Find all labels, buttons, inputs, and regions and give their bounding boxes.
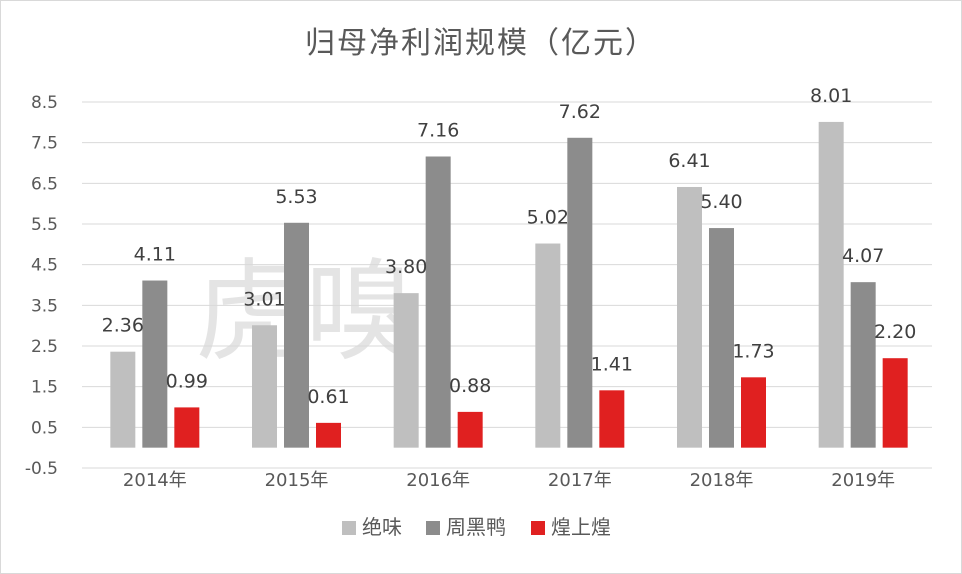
data-label: 7.16: [417, 119, 459, 141]
data-label: 6.41: [668, 150, 710, 172]
y-tick-label: 2.5: [31, 337, 58, 357]
data-label: 2.36: [102, 315, 144, 337]
legend-label: 周黑鸭: [446, 515, 506, 539]
legend: 绝味 周黑鸭 煌上煌: [342, 515, 611, 539]
y-tick-label: 1.5: [31, 378, 58, 398]
y-tick-label: 0.5: [31, 418, 58, 438]
data-label: 0.61: [307, 386, 349, 408]
data-label: 1.41: [591, 353, 633, 375]
data-label: 5.02: [527, 207, 569, 229]
data-label: 3.80: [385, 256, 427, 278]
y-tick-label: 5.5: [31, 215, 58, 235]
y-tick-label: 6.5: [31, 174, 58, 194]
legend-swatch: [426, 521, 440, 535]
data-label: 0.99: [166, 370, 208, 392]
bar: [882, 358, 908, 448]
bar: [174, 407, 200, 448]
x-tick-label: 2018年: [690, 470, 754, 491]
y-tick-label: -0.5: [25, 459, 58, 479]
bar: [599, 390, 625, 448]
y-tick-label: 7.5: [31, 134, 58, 154]
bar: [142, 280, 168, 448]
bar: [567, 137, 593, 448]
bar: [741, 377, 766, 448]
legend-swatch: [342, 521, 356, 535]
bar: [252, 325, 277, 448]
bar: [850, 282, 876, 448]
x-tick-label: 2019年: [831, 470, 895, 491]
bar: [316, 422, 341, 448]
chart-title: 归母净利润规模（亿元）: [305, 26, 657, 61]
data-label: 1.73: [732, 340, 774, 362]
bar: [709, 228, 734, 448]
data-label: 7.62: [559, 101, 601, 123]
bar: [535, 243, 561, 448]
y-tick-label: 8.5: [31, 93, 58, 113]
x-tick-label: 2015年: [265, 470, 329, 491]
legend-swatch: [531, 521, 545, 535]
data-label: 5.53: [275, 186, 317, 208]
bar: [818, 121, 844, 448]
data-label: 2.20: [874, 321, 916, 343]
data-label: 5.40: [700, 191, 742, 213]
bar: [110, 351, 136, 448]
data-labels: 2.36 4.11 0.99 3.01 5.53 0.61 3.80 7.16 0.88 5.02…: [102, 85, 917, 408]
y-axis: -0.5 0.5 1.5 2.5 3.5 4.5 5.5 6.5 7.5 8.5: [25, 93, 58, 479]
bars: [110, 121, 908, 448]
legend-label: 绝味: [362, 515, 402, 539]
x-tick-label: 2014年: [123, 470, 187, 491]
data-label: 8.01: [810, 85, 852, 107]
y-tick-label: 4.5: [31, 256, 58, 276]
y-tick-label: 3.5: [31, 296, 58, 316]
bar: [457, 411, 483, 448]
x-tick-label: 2016年: [406, 470, 470, 491]
bar: [284, 222, 309, 448]
data-label: 4.11: [134, 244, 176, 266]
gridlines: [82, 101, 932, 469]
x-tick-label: 2017年: [548, 470, 612, 491]
data-label: 0.88: [449, 375, 491, 397]
x-axis: 2014年 2015年 2016年 2017年 2018年 2019年: [123, 470, 895, 491]
data-label: 3.01: [243, 288, 285, 310]
bar: [677, 186, 702, 448]
legend-label: 煌上煌: [551, 515, 611, 539]
bar: [393, 293, 419, 448]
bar: [425, 156, 451, 448]
data-label: 4.07: [842, 245, 884, 267]
